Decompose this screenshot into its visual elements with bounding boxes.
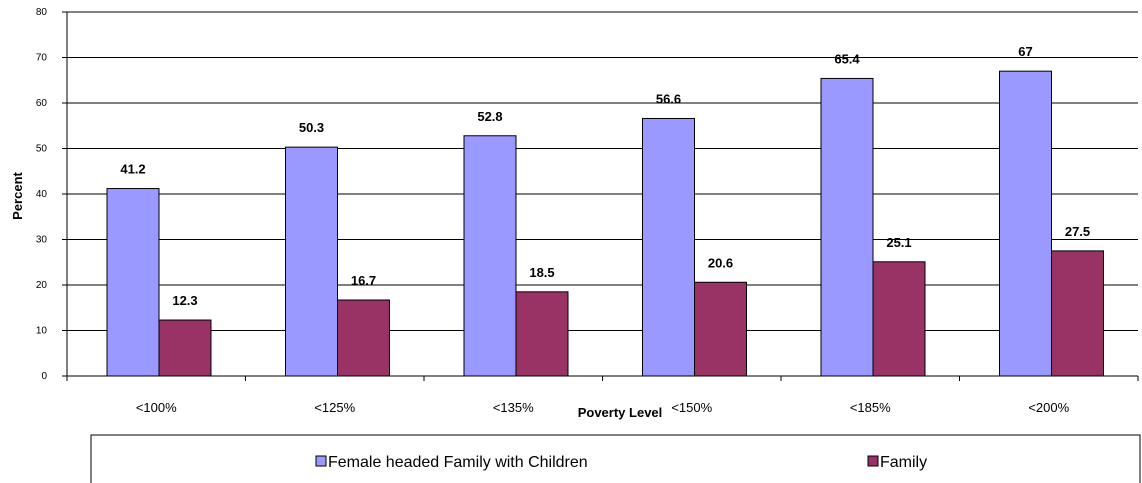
x-tick-label: <185% [850,400,891,415]
y-tick-label: 40 [36,189,48,200]
y-tick-label: 30 [36,235,48,246]
bar-family [872,261,926,377]
bar-family [694,281,747,377]
x-tick-label: <135% [493,400,534,415]
bar-family [337,299,390,377]
bar-female-headed [463,135,517,377]
data-label: 27.5 [1065,224,1090,239]
data-label: 16.7 [351,273,376,288]
bar-female-headed [642,117,695,377]
data-label: 18.5 [529,265,554,280]
legend-box [90,434,1141,483]
gridlines [67,11,1138,331]
y-tick-label: 60 [36,98,48,109]
y-tick-label: 0 [41,371,47,382]
y-tick-label: 80 [36,7,48,18]
data-label: 56.6 [656,91,681,106]
y-tick-label: 70 [36,53,48,64]
axes: 0 10 20 30 40 50 60 70 80 [36,7,1139,382]
bar-family [1051,250,1104,377]
legend-label-female-headed: Female headed Family with Children [328,454,588,471]
x-tick-label: <125% [314,400,355,415]
x-tick-label: <100% [136,400,177,415]
bar-female-headed [820,77,874,377]
bar-female-headed [999,70,1052,377]
bar-female-headed [106,188,160,377]
legend-swatch-family [867,455,879,467]
bar-female-headed [285,146,338,377]
labels: <100% 41.2 12.3 <125% 50.3 16.7 <135% 52.8 18.5 <… [120,44,1090,415]
y-axis-title: Percent [10,171,25,219]
legend-label-family: Family [880,454,927,471]
data-label: 67 [1018,44,1032,59]
data-label: 52.8 [477,109,502,124]
data-label: 25.1 [886,235,911,250]
bar-family [515,291,569,377]
data-label: 65.4 [834,51,860,66]
legend-swatch-female-headed [315,455,327,467]
data-label: 12.3 [172,293,197,308]
bars [106,70,1104,377]
data-label: 50.3 [299,120,324,135]
y-tick-label: 10 [36,326,48,337]
data-label: 20.6 [708,255,733,270]
bar-family [158,319,212,377]
y-tick-label: 20 [36,280,48,291]
x-tick-label: <200% [1028,400,1069,415]
x-axis-title: Poverty Level [578,405,663,420]
data-label: 41.2 [120,162,145,177]
y-tick-label: 50 [36,144,48,155]
x-tick-label: <150% [671,400,712,415]
